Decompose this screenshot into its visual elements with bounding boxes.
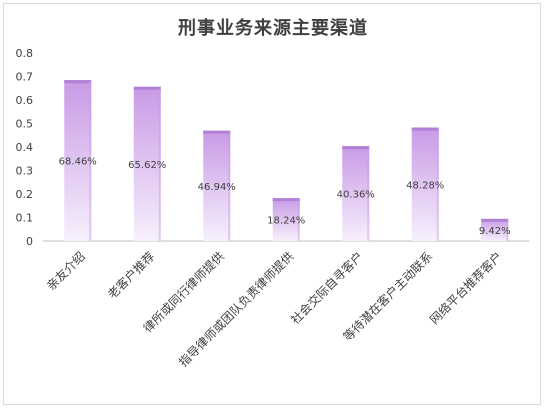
y-tick-label: 0.3 [16, 165, 34, 178]
bar-edge [158, 86, 161, 241]
data-label: 18.24% [267, 216, 305, 227]
bar [64, 80, 92, 241]
data-label: 40.36% [337, 190, 375, 201]
bar [203, 130, 231, 241]
bar-cap [481, 218, 509, 222]
bar [481, 218, 509, 241]
y-tick-label: 0.2 [16, 188, 34, 201]
data-label: 46.94% [198, 182, 236, 193]
bar [411, 127, 439, 241]
y-tick-label: 0.8 [16, 47, 34, 60]
bar-edge [436, 127, 439, 241]
category-label: 指导律师或团队负责律师提供 [175, 249, 296, 370]
bar-cap [203, 130, 231, 134]
bar [133, 86, 161, 241]
bar-edge [228, 130, 231, 241]
category-label: 社会交际自寻客户 [287, 249, 365, 327]
bar-edge [89, 80, 92, 241]
y-tick-label: 0 [26, 235, 33, 248]
chart-frame [3, 3, 541, 405]
y-tick-label: 0.6 [16, 94, 34, 107]
bar [342, 146, 370, 241]
chart-title: 刑事业务来源主要渠道 [178, 18, 368, 39]
bar-cap [64, 80, 92, 84]
data-label: 65.62% [128, 160, 166, 171]
y-tick-label: 0.1 [16, 212, 34, 225]
data-label: 48.28% [406, 180, 444, 191]
category-label: 亲友介绍 [44, 249, 88, 293]
bar-edge [506, 218, 509, 241]
bar-cap [411, 127, 439, 131]
bar-edge [367, 146, 370, 241]
bar [272, 198, 300, 241]
y-tick-label: 0.7 [16, 71, 34, 84]
bar-edge [297, 198, 300, 241]
bar-cap [133, 86, 161, 90]
y-tick-label: 0.5 [16, 118, 34, 131]
y-tick-label: 0.4 [16, 141, 34, 154]
category-label: 老客户推荐 [104, 249, 157, 302]
data-label: 68.46% [59, 157, 97, 168]
data-label: 9.42% [479, 226, 511, 237]
bar-cap [272, 198, 300, 202]
category-label: 网络平台推荐客户 [426, 249, 504, 327]
bar-cap [342, 146, 370, 150]
